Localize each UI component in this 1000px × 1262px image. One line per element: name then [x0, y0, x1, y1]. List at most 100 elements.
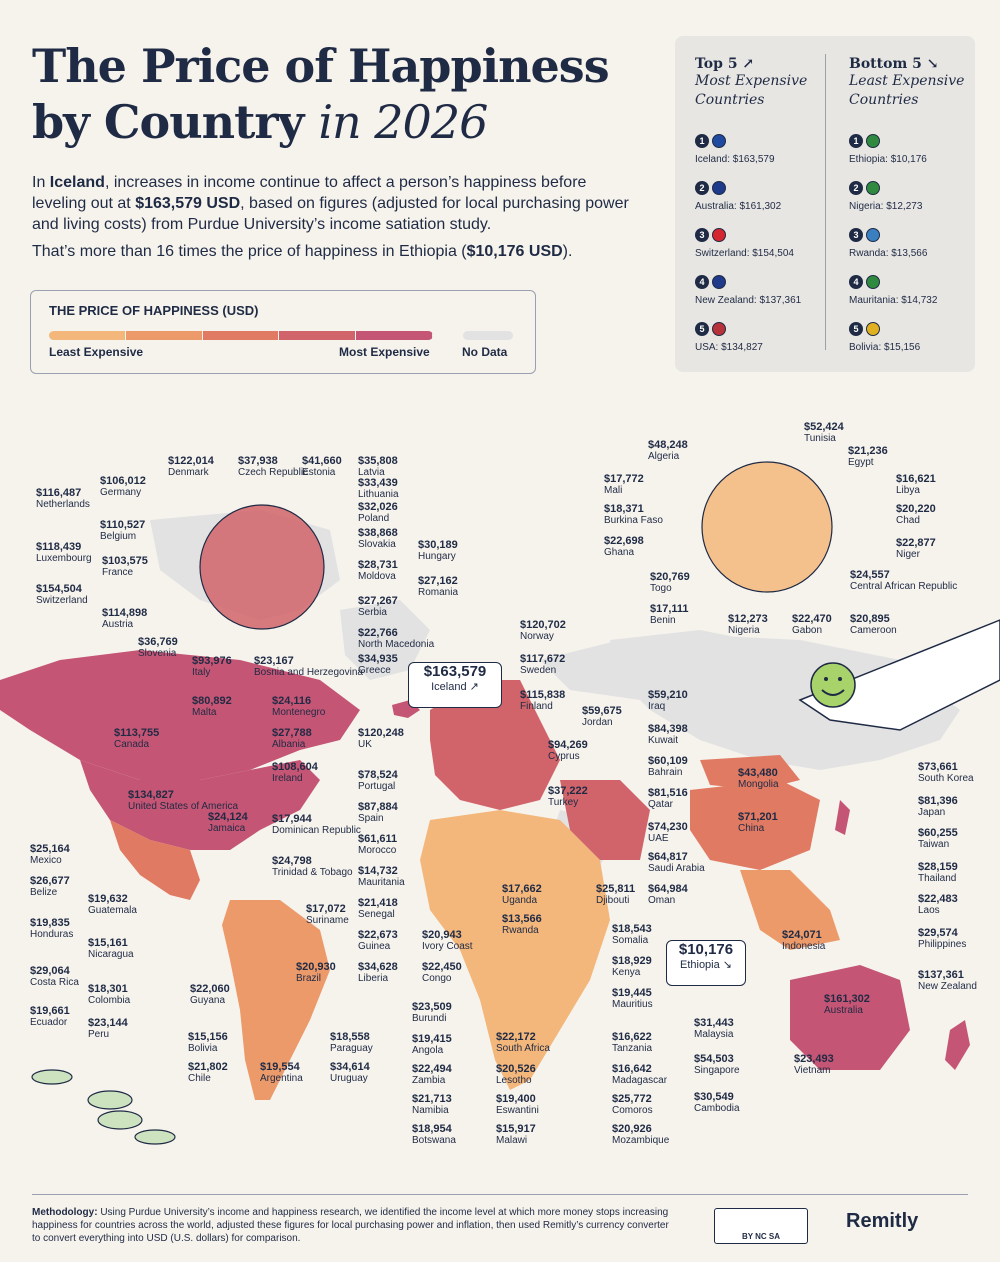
intro-text: In Iceland, increases in income continue…	[32, 174, 629, 260]
country-name: Jamaica	[208, 823, 246, 834]
country-value: $30,189	[418, 539, 458, 551]
country-name: Bolivia	[188, 1043, 218, 1054]
country-label: $19,661 Ecuador	[30, 1006, 70, 1029]
country-value: $59,675	[582, 705, 622, 717]
country-name: Nicaragua	[88, 949, 134, 960]
country-name: Thailand	[918, 873, 957, 884]
rank-label: USA: $134,827	[695, 342, 763, 353]
country-label: $43,480 Mongolia	[738, 768, 779, 791]
rank-label: Nigeria: $12,273	[849, 201, 923, 212]
legend-swatch-4	[279, 331, 357, 340]
country-value: $17,772	[604, 473, 644, 485]
country-name: Iraq	[648, 701, 666, 712]
country-name: Portugal	[358, 781, 396, 792]
country-label: $30,549 Cambodia	[694, 1092, 740, 1115]
rank-badge: 5	[695, 322, 709, 336]
country-name: Australia	[824, 1005, 863, 1016]
country-value: $22,172	[496, 1031, 536, 1043]
page-title: The Price of Happiness by Country in 202…	[32, 38, 610, 150]
country-name: Eswantini	[496, 1105, 539, 1116]
country-label: $117,672 Sweden	[520, 654, 565, 677]
country-name: Zambia	[412, 1075, 446, 1086]
bottom5-column: Bottom 5 ↘ Least Expensive Countries	[849, 56, 979, 110]
country-value: $22,698	[604, 535, 644, 547]
country-name: Nigeria	[728, 625, 760, 636]
country-label: $27,162 Romania	[418, 576, 458, 599]
country-label: $64,817 Saudi Arabia	[648, 852, 705, 875]
country-name: Oman	[648, 895, 676, 906]
country-name: Kenya	[612, 967, 641, 978]
country-value: $115,838	[520, 689, 566, 701]
country-value: $32,026	[358, 501, 398, 513]
country-label: $110,527 Belgium	[100, 520, 145, 543]
country-name: Botswana	[412, 1135, 456, 1146]
region-australia	[790, 965, 910, 1070]
country-value: $15,161	[88, 937, 128, 949]
country-value: $29,064	[30, 965, 70, 977]
country-value: $24,557	[850, 569, 890, 581]
country-label: $154,504 Switzerland	[36, 584, 88, 607]
country-value: $36,769	[138, 636, 178, 648]
country-name: Guatemala	[88, 905, 137, 916]
country-value: $18,954	[412, 1123, 452, 1135]
country-label: $122,014 Denmark	[168, 455, 214, 479]
country-name: Italy	[192, 667, 211, 678]
country-label: $21,802 Chile	[188, 1061, 228, 1085]
country-label: $16,621 Libya	[896, 474, 936, 497]
country-name: Peru	[88, 1029, 110, 1040]
rank-badge: 2	[849, 181, 863, 195]
country-value: $22,060	[190, 983, 230, 995]
country-label: $24,798 Trinidad & Tobago	[272, 856, 353, 879]
country-value: $41,660	[302, 455, 342, 467]
country-name: Trinidad & Tobago	[272, 867, 353, 878]
bottom5-item: 2 Nigeria: $12,273	[849, 181, 922, 212]
country-value: $19,632	[88, 893, 128, 905]
country-name: Burkina Faso	[604, 515, 663, 526]
country-value: $81,396	[918, 795, 958, 807]
country-label: $19,554 Argentina	[260, 1062, 303, 1085]
country-name: Albania	[272, 739, 306, 750]
flag-icon	[866, 228, 880, 242]
country-value: $21,236	[848, 445, 888, 457]
country-value: $20,930	[296, 961, 336, 973]
country-label: $30,189 Hungary	[418, 539, 458, 563]
legend-swatch-1	[49, 331, 126, 340]
country-name: Greece	[358, 665, 391, 676]
title-year: in 2026	[318, 95, 488, 149]
country-value: $22,673	[358, 929, 398, 941]
country-value: $19,445	[612, 987, 652, 999]
country-label: $15,161 Nicaragua	[88, 937, 134, 961]
rank-badge: 3	[849, 228, 863, 242]
country-name: Denmark	[168, 467, 209, 478]
country-name: Argentina	[260, 1073, 303, 1084]
country-name: China	[738, 823, 765, 834]
cc-license-badge: BY NC SA	[714, 1208, 808, 1244]
country-value: $20,526	[496, 1063, 536, 1075]
country-value: $17,072	[306, 903, 346, 915]
country-value: $60,255	[918, 827, 958, 839]
rank-label: Australia: $161,302	[695, 201, 782, 212]
country-value: $12,273	[728, 613, 768, 625]
country-label: $20,926 Mozambique	[612, 1124, 669, 1147]
country-label: $19,835 Honduras	[30, 918, 73, 941]
country-name: Ghana	[604, 547, 635, 558]
country-name: Angola	[412, 1045, 444, 1056]
country-value: $93,976	[192, 655, 232, 667]
country-label: $18,954 Botswana	[412, 1123, 456, 1147]
country-value: $122,014	[168, 455, 214, 467]
country-name: Hungary	[418, 551, 456, 562]
country-value: $23,493	[794, 1053, 834, 1065]
country-value: $21,802	[188, 1061, 228, 1073]
country-value: $33,439	[358, 477, 398, 489]
country-name: Lithuania	[358, 489, 399, 500]
rank-label: Ethiopia: $10,176	[849, 154, 927, 165]
country-value: $18,543	[612, 923, 652, 935]
legend-swatch-3	[202, 331, 280, 340]
country-name: Morocco	[358, 845, 397, 856]
bottom5-sub2: Countries	[849, 92, 919, 108]
country-value: $34,935	[358, 653, 398, 665]
country-label: $23,144 Peru	[88, 1018, 128, 1041]
country-label: $120,248 UK	[358, 728, 404, 751]
country-label: $78,524 Portugal	[358, 770, 398, 793]
country-label: $108,604 Ireland	[272, 762, 318, 785]
